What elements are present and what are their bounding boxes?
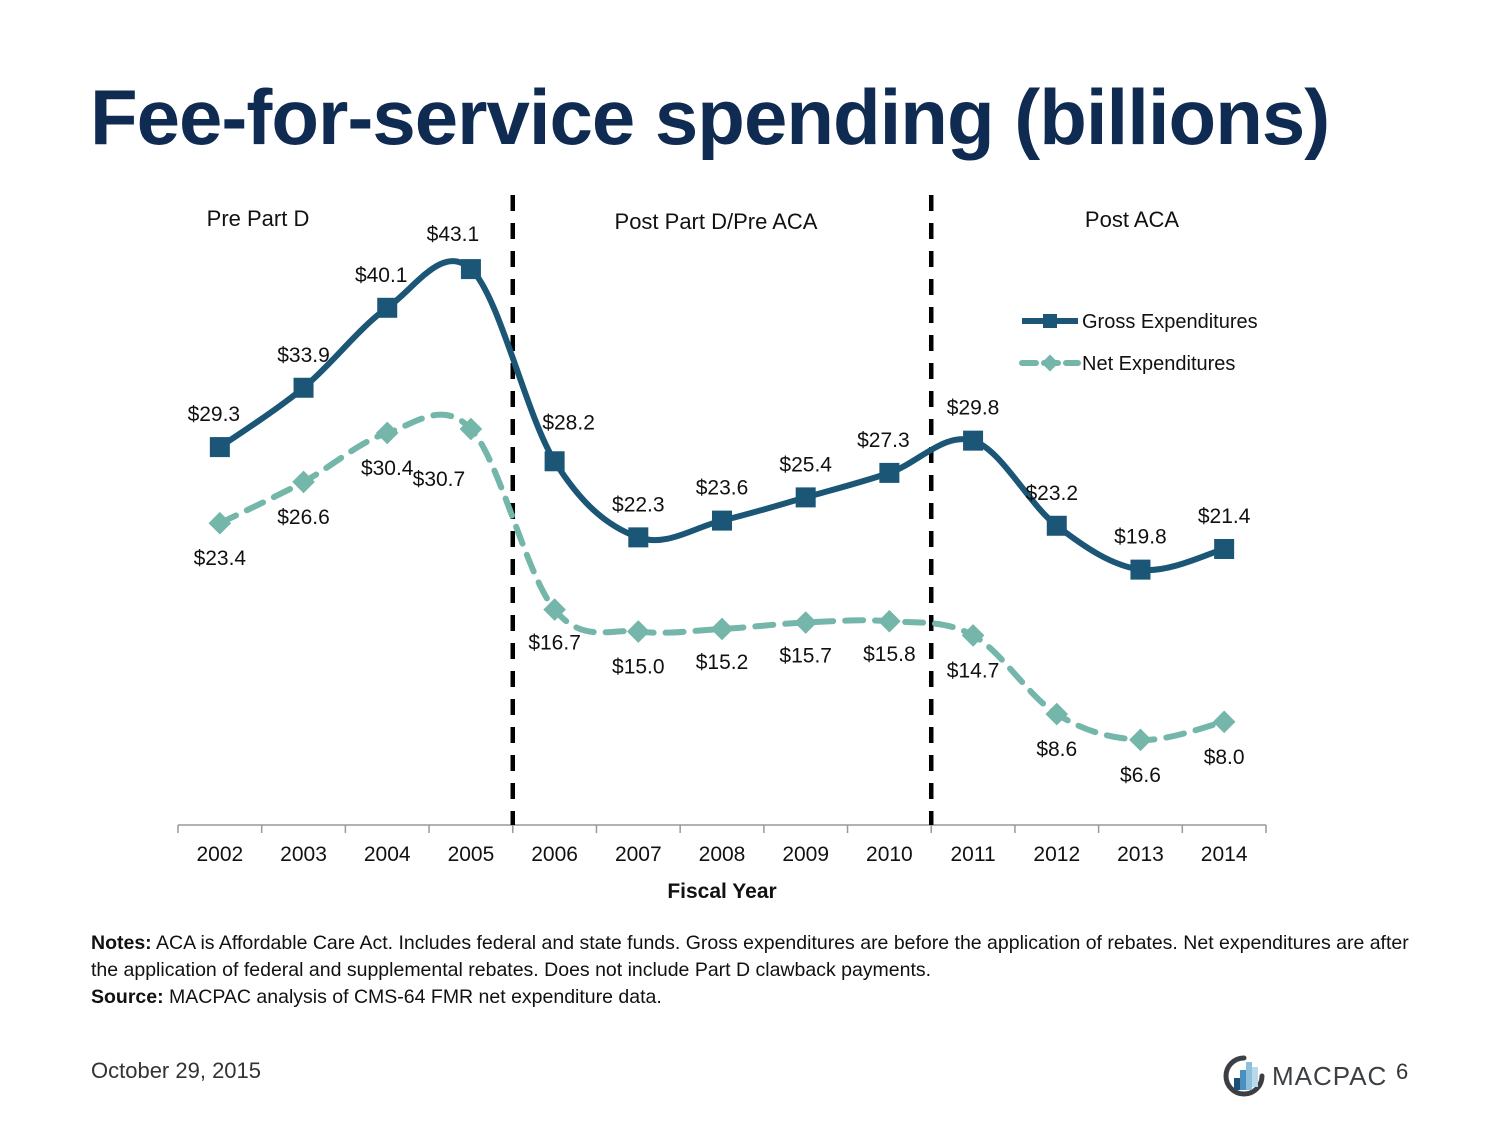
gross-point-marker xyxy=(879,462,900,483)
x-tick-label: 2006 xyxy=(531,843,578,866)
legend-net-label: Net Expenditures xyxy=(1082,353,1235,375)
slide-title: Fee-for-service spending (billions) xyxy=(90,73,1330,161)
net-point-marker xyxy=(1045,702,1069,726)
net-point-marker xyxy=(543,598,566,621)
legend-net-marker xyxy=(1041,354,1059,372)
gross-point-marker xyxy=(712,510,732,531)
gross-point-marker xyxy=(544,451,565,472)
gross-data-label: $29.8 xyxy=(947,397,1000,420)
net-point-marker xyxy=(626,620,650,643)
gross-point-marker xyxy=(209,437,230,458)
gross-point-marker xyxy=(1214,538,1235,559)
gross-data-label: $40.1 xyxy=(355,264,408,287)
page-number: 6 xyxy=(1396,1059,1409,1084)
legend-gross-marker xyxy=(1043,314,1057,328)
net-point-marker xyxy=(710,617,734,641)
macpac-logo: MACPAC xyxy=(1222,1054,1387,1098)
x-tick-label: 2003 xyxy=(280,843,327,866)
gross-data-label: $29.3 xyxy=(188,403,241,426)
net-data-label: $8.0 xyxy=(1204,746,1245,769)
x-tick-label: 2014 xyxy=(1201,843,1248,866)
gross-point-marker xyxy=(628,527,649,548)
net-point-marker xyxy=(878,609,901,633)
net-point-marker xyxy=(961,624,985,647)
gross-point-marker xyxy=(1130,559,1151,580)
gross-point-marker xyxy=(963,430,984,451)
period-label: Pre Part D xyxy=(207,206,310,231)
gross-point-marker xyxy=(293,377,314,398)
x-tick-label: 2013 xyxy=(1117,843,1164,866)
x-tick-label: 2010 xyxy=(866,843,913,866)
net-data-label: $15.0 xyxy=(612,656,665,679)
x-tick-label: 2011 xyxy=(950,843,995,866)
source-text: MACPAC analysis of CMS-64 FMR net expend… xyxy=(163,986,662,1008)
gross-data-label: $22.3 xyxy=(612,493,665,516)
gross-data-label: $28.2 xyxy=(542,411,595,434)
gross-data-label: $43.1 xyxy=(427,223,480,246)
gross-data-label: $25.4 xyxy=(779,453,832,476)
net-data-label: $26.6 xyxy=(277,506,330,529)
net-data-label: $8.6 xyxy=(1036,738,1077,761)
gross-point-marker xyxy=(1046,515,1067,536)
net-data-label: $23.4 xyxy=(194,547,247,570)
x-tick-label: 2007 xyxy=(615,843,662,866)
gross-data-label: $23.6 xyxy=(696,477,749,500)
period-label: Post ACA xyxy=(1085,207,1179,232)
notes-block: Notes: ACA is Affordable Care Act. Inclu… xyxy=(91,930,1411,1011)
gross-point-marker xyxy=(460,259,481,280)
x-tick-label: 2004 xyxy=(364,843,411,866)
net-point-marker xyxy=(292,470,315,494)
net-data-label: $30.4 xyxy=(361,457,414,480)
x-tick-label: 2002 xyxy=(196,843,243,866)
net-data-label: $14.7 xyxy=(947,659,1000,682)
footer-date: October 29, 2015 xyxy=(91,1058,262,1083)
line-chart: 2002 2003 2004 2005 2006 2007 2008 2009 2010 2011… xyxy=(177,195,1267,903)
net-data-label: $6.6 xyxy=(1120,764,1161,787)
x-tick-label: 2005 xyxy=(448,843,495,866)
net-data-label: $16.7 xyxy=(528,632,581,655)
gross-point-marker xyxy=(795,487,816,508)
notes-label: Notes: xyxy=(91,932,152,954)
gross-point-marker xyxy=(377,297,398,318)
net-point-marker xyxy=(1129,728,1152,752)
notes-text: ACA is Affordable Care Act. Includes fed… xyxy=(91,932,1409,981)
gross-data-label: $33.9 xyxy=(277,344,330,367)
net-data-label: $15.7 xyxy=(779,645,832,668)
x-tick-label: 2008 xyxy=(699,843,746,866)
net-point-marker xyxy=(1212,710,1236,734)
gross-data-label: $19.8 xyxy=(1114,526,1167,549)
period-label: Post Part D/Pre ACA xyxy=(615,209,818,234)
x-axis-title: Fiscal Year xyxy=(667,880,776,903)
net-data-label: $15.2 xyxy=(696,651,749,674)
net-point-marker xyxy=(794,611,818,634)
net-point-marker xyxy=(375,421,399,445)
source-label: Source: xyxy=(91,986,164,1008)
gross-data-label: $23.2 xyxy=(1025,482,1078,505)
macpac-logo-text: MACPAC xyxy=(1272,1060,1388,1091)
net-point-marker xyxy=(208,511,232,535)
gross-data-label: $27.3 xyxy=(857,429,910,452)
notes-paragraph: Notes: ACA is Affordable Care Act. Inclu… xyxy=(91,930,1411,984)
legend-gross-label: Gross Expenditures xyxy=(1082,311,1258,333)
net-data-label: $30.7 xyxy=(413,468,466,491)
gross-data-label: $21.4 xyxy=(1198,505,1251,528)
x-tick-label: 2009 xyxy=(782,843,829,866)
x-tick-label: 2012 xyxy=(1033,843,1080,866)
source-paragraph: Source: MACPAC analysis of CMS-64 FMR ne… xyxy=(91,984,1411,1011)
net-data-label: $15.8 xyxy=(863,643,916,666)
macpac-logo-icon xyxy=(1223,1055,1265,1097)
net-point-marker xyxy=(459,417,483,441)
